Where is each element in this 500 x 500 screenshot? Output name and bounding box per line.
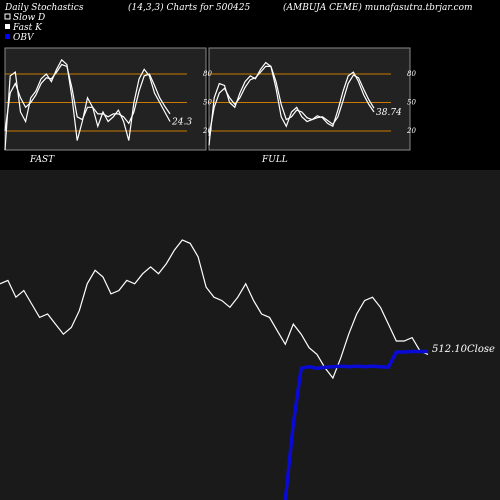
legend-swatch-slow-d bbox=[4, 13, 11, 20]
stoch-full-panel bbox=[208, 47, 411, 151]
chart-params: (14,3,3) Charts for 500425 bbox=[128, 2, 250, 13]
chart-title: Daily Stochastics bbox=[4, 3, 84, 13]
full-panel-label: FULL bbox=[261, 155, 288, 165]
series-k-line bbox=[4, 58, 171, 151]
legend-label-obv: OBV bbox=[13, 33, 35, 43]
series-d-line bbox=[208, 65, 375, 136]
price-obv-plot: 512.10Close bbox=[0, 239, 495, 500]
legend-swatch-obv bbox=[5, 34, 10, 39]
stoch-full-plot: 20 50 80 38.74 bbox=[208, 61, 416, 146]
legend-label-fast-k: Fast K bbox=[12, 23, 43, 33]
level-label-50: 50 bbox=[407, 99, 416, 107]
level-label-80: 80 bbox=[407, 70, 416, 78]
fast-panel-label: FAST bbox=[29, 155, 55, 165]
last-close-label: 512.10Close bbox=[432, 344, 495, 355]
close-price-line bbox=[0, 239, 429, 380]
level-label-80: 80 bbox=[203, 70, 212, 78]
legend-label-slow-d: Slow D bbox=[13, 13, 45, 23]
series-d-line bbox=[4, 63, 171, 132]
level-label-20: 20 bbox=[202, 127, 212, 135]
last-value-label: 38.74 bbox=[376, 108, 402, 118]
level-label-20: 20 bbox=[406, 127, 416, 135]
obv-line bbox=[283, 349, 428, 500]
price-panel bbox=[0, 170, 500, 500]
chart-site: (AMBUJA CEME) munafasutra.tbrjar.com bbox=[283, 2, 473, 13]
stoch-fast-plot: 20 50 80 24.3 bbox=[4, 58, 212, 151]
legend-swatch-fast-k bbox=[5, 24, 10, 29]
level-label-50: 50 bbox=[203, 99, 212, 107]
stoch-fast-panel bbox=[4, 47, 207, 151]
last-value-label: 24.3 bbox=[171, 118, 192, 128]
legend: Slow D Fast K OBV bbox=[4, 13, 45, 43]
